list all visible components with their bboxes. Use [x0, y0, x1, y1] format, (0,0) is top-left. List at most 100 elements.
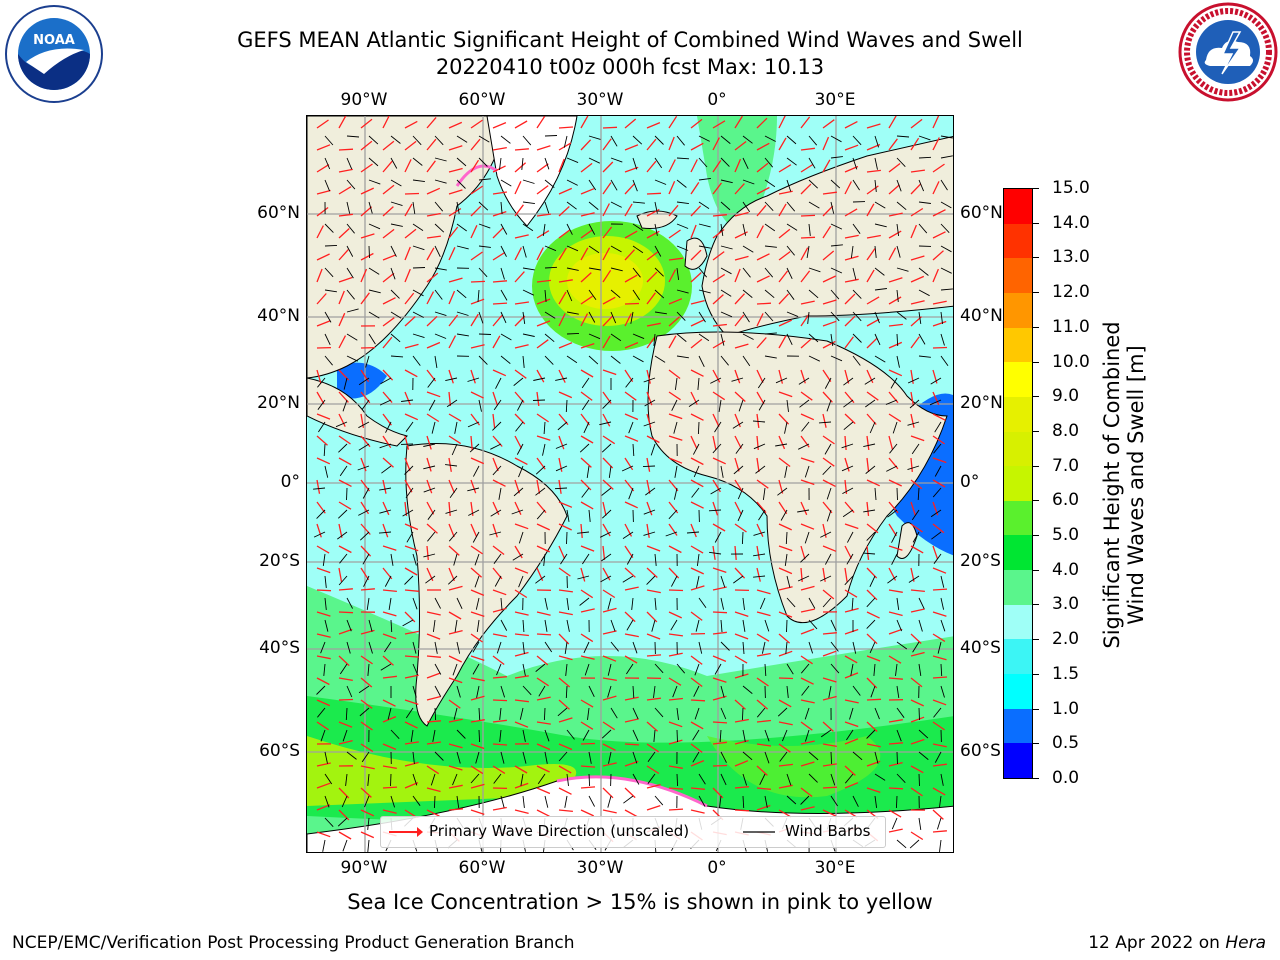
wind-barb	[806, 245, 810, 258]
wind-barb	[940, 288, 953, 291]
wave-arrow	[426, 272, 439, 283]
wind-barb	[887, 509, 898, 518]
wave-arrow	[624, 586, 639, 591]
wind-barb	[874, 773, 886, 781]
wind-barb	[557, 421, 568, 431]
wind-barb	[544, 333, 555, 343]
wind-barb	[775, 443, 788, 447]
colorbar-tick-label: 1.0	[1052, 698, 1080, 719]
wind-barb	[362, 487, 370, 499]
wave-arrow	[734, 231, 748, 239]
wave-arrow	[712, 611, 728, 614]
wave-arrow	[580, 523, 583, 538]
wind-barb	[643, 377, 656, 383]
wind-barb	[515, 421, 524, 432]
wind-barb	[737, 487, 744, 500]
wind-barb	[631, 597, 634, 610]
wind-barb	[566, 223, 573, 235]
wind-barb	[410, 729, 414, 742]
wind-barb	[359, 707, 370, 717]
wind-barb	[610, 289, 621, 299]
wind-barb	[368, 641, 373, 654]
wave-arrow	[404, 413, 419, 421]
wind-barb	[753, 553, 766, 557]
wind-barb	[588, 223, 596, 235]
wave-arrow	[734, 183, 745, 195]
wind-barb	[688, 399, 700, 407]
wind-barb	[931, 531, 942, 540]
wave-arrow	[844, 336, 854, 349]
wind-barb	[346, 157, 353, 170]
wind-barb	[423, 553, 436, 558]
wave-arrow	[624, 523, 633, 537]
wave-arrow	[360, 743, 374, 753]
wind-barb	[345, 707, 348, 721]
wave-arrow	[690, 501, 704, 509]
wave-arrow	[316, 268, 323, 283]
wave-arrow	[426, 116, 437, 129]
wind-barb	[522, 311, 526, 324]
wind-barb	[670, 619, 678, 631]
wave-arrow	[470, 783, 485, 789]
wind-barb	[456, 641, 461, 654]
wind-barb	[720, 773, 727, 786]
wind-barb	[786, 223, 798, 231]
wave-arrow	[734, 611, 749, 618]
wave-arrow	[448, 435, 462, 445]
wave-arrow	[778, 457, 791, 468]
wind-barb	[737, 509, 744, 522]
wind-barb	[390, 179, 402, 187]
wind-barb	[896, 729, 902, 742]
wind-barb	[522, 135, 532, 146]
wave-arrow	[932, 523, 945, 534]
wave-arrow	[932, 300, 947, 305]
wave-arrow	[932, 231, 946, 239]
wind-barb	[720, 245, 733, 250]
wave-arrow	[514, 501, 522, 515]
wave-arrow	[536, 213, 551, 217]
wind-barb	[826, 487, 832, 500]
wave-arrow	[426, 655, 441, 658]
wind-barb	[610, 201, 622, 208]
wave-arrow	[426, 695, 441, 701]
wave-arrow	[514, 675, 529, 679]
wave-arrow	[426, 741, 441, 745]
wind-barb	[672, 685, 678, 698]
wave-arrow	[734, 457, 740, 472]
wave-arrow	[624, 274, 638, 283]
wave-arrow	[382, 523, 389, 538]
wind-barb	[412, 289, 424, 297]
wave-arrow	[404, 523, 419, 531]
wave-arrow	[492, 676, 507, 679]
wave-arrow	[338, 290, 345, 305]
wind-barb	[940, 355, 949, 367]
wind-barb	[522, 245, 527, 258]
wave-arrow	[338, 655, 350, 667]
wave-arrow	[668, 523, 678, 536]
wave-arrow	[756, 117, 768, 129]
wave-arrow	[316, 633, 331, 638]
wind-barb	[474, 575, 480, 588]
wind-barb	[322, 839, 326, 852]
wave-arrow	[514, 479, 521, 494]
wave-arrow	[712, 435, 717, 450]
wind-barb	[324, 465, 329, 478]
wave-arrow	[316, 293, 327, 305]
wave-arrow	[338, 831, 352, 840]
wave-arrow	[558, 765, 572, 774]
wind-barb	[610, 245, 622, 253]
wave-arrow	[492, 719, 507, 723]
wind-barb	[518, 531, 524, 544]
wave-arrow	[316, 435, 328, 446]
wind-barb	[852, 289, 862, 299]
wind-barb	[368, 619, 373, 632]
wind-barb	[602, 399, 612, 409]
wind-barb	[830, 641, 839, 652]
wind-barb	[830, 201, 835, 214]
wind-barb	[764, 619, 770, 632]
wave-arrow	[382, 786, 398, 789]
wind-barb	[380, 377, 392, 385]
wind-barb	[518, 575, 524, 588]
wind-barb	[676, 333, 687, 342]
wind-barb	[544, 201, 550, 214]
